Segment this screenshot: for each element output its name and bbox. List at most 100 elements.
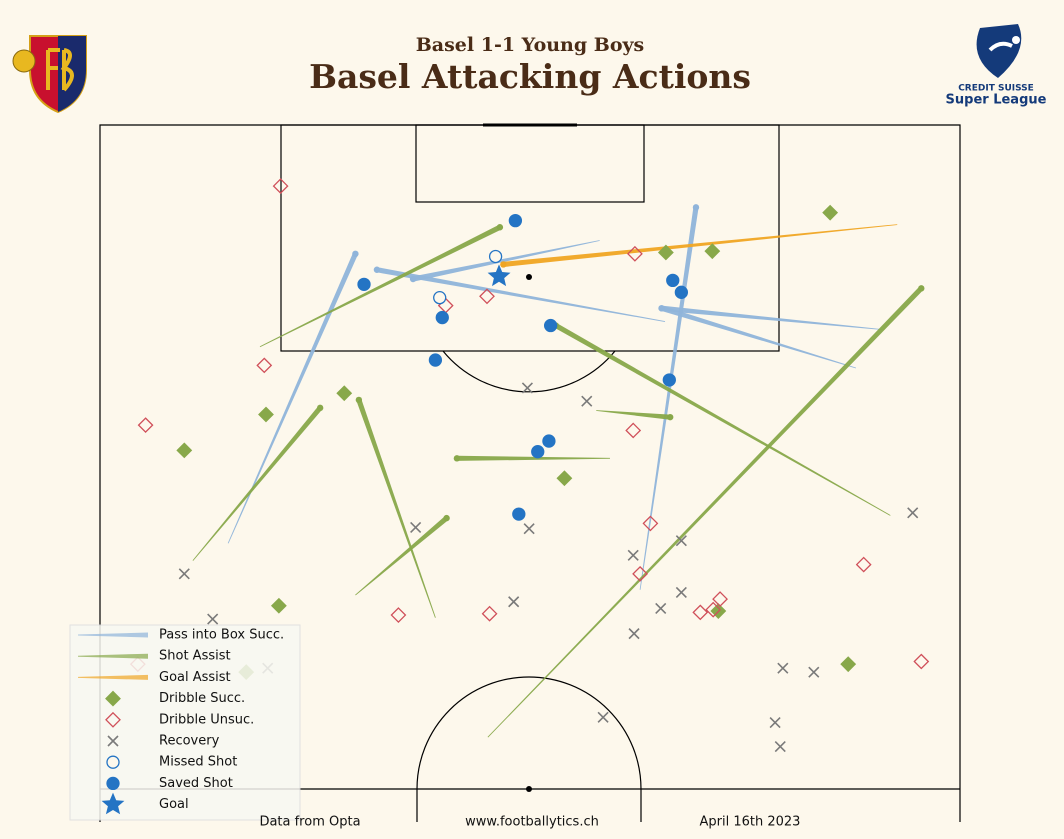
- marker-diamond-open: [712, 591, 728, 608]
- legend-label: Goal: [159, 797, 189, 812]
- action-line-end: [692, 204, 700, 211]
- marker-circle: [428, 353, 443, 367]
- marker-circle: [508, 213, 523, 228]
- legend-swatch: [78, 653, 148, 659]
- marker-x: [581, 395, 593, 407]
- legend-label: Goal Assist: [159, 670, 231, 685]
- action-line: [355, 516, 449, 596]
- league-logo: CREDIT SUISSE Super League: [946, 24, 1047, 108]
- marker-circle: [666, 273, 680, 288]
- marker-diamond-open: [705, 601, 722, 618]
- action-line-end: [918, 285, 925, 292]
- marker-diamond-open: [256, 357, 273, 374]
- marker-diamond-open: [625, 422, 642, 439]
- marker-diamond-open: [632, 565, 648, 582]
- marker-x: [521, 382, 533, 394]
- action-line-end: [443, 514, 450, 522]
- marker-star: [487, 264, 511, 287]
- action-line: [487, 286, 924, 738]
- marker-circle-open: [106, 755, 120, 769]
- action-line-end: [373, 266, 381, 273]
- action-line-end: [496, 224, 504, 231]
- marker-x: [675, 535, 687, 547]
- marker-diamond-open: [855, 556, 872, 573]
- marker-diamond: [258, 406, 274, 423]
- marker-x: [207, 613, 219, 625]
- marker-diamond: [105, 690, 121, 707]
- marker-x: [628, 628, 640, 640]
- marker-diamond-open: [105, 711, 121, 728]
- action-line: [227, 252, 358, 544]
- legend-label: Dribble Succ.: [159, 691, 245, 706]
- legend-label: Missed Shot: [159, 755, 237, 770]
- legend-label: Dribble Unsuc.: [159, 712, 254, 727]
- marker-diamond-open: [692, 604, 709, 621]
- marker-x: [597, 711, 609, 723]
- action-line-end: [316, 404, 324, 412]
- action-line: [456, 455, 610, 461]
- marker-diamond: [822, 204, 839, 221]
- action-line-end: [666, 413, 674, 421]
- marker-circle: [357, 277, 371, 292]
- marker-diamond-open: [390, 607, 407, 623]
- action-line: [503, 224, 898, 268]
- legend-label: Pass into Box Succ.: [159, 628, 284, 643]
- action-line: [192, 406, 323, 561]
- action-line: [554, 323, 891, 516]
- marker-diamond: [840, 656, 857, 673]
- marker-x: [769, 717, 781, 729]
- footer-text: Data from Opta: [259, 815, 360, 830]
- marker-x: [774, 740, 786, 753]
- action-line: [660, 305, 857, 369]
- marker-circle-open: [433, 290, 447, 305]
- marker-diamond: [270, 597, 287, 614]
- marker-x: [907, 507, 919, 519]
- marker-diamond-open: [627, 245, 643, 262]
- marker-diamond-open: [479, 288, 495, 305]
- marker-diamond: [336, 385, 353, 402]
- marker-circle: [662, 373, 676, 387]
- marker-x: [107, 735, 119, 747]
- marker-circle: [106, 776, 120, 791]
- marker-circle: [531, 445, 545, 459]
- marker-diamond: [556, 470, 573, 487]
- action-line: [661, 305, 882, 330]
- marker-circle: [435, 310, 449, 325]
- action-line-end: [352, 250, 359, 258]
- marker-circle: [542, 434, 556, 448]
- marker-x: [178, 568, 190, 580]
- league-logo-line: Super League: [946, 93, 1047, 108]
- marker-x: [508, 596, 520, 608]
- league-logo-line: CREDIT SUISSE: [958, 84, 1034, 94]
- action-line-end: [500, 261, 507, 268]
- marker-circle: [543, 318, 558, 333]
- footer-text: www.footballytics.ch: [465, 815, 599, 830]
- action-line: [259, 224, 502, 348]
- legend-swatch: [78, 632, 148, 638]
- footer-text: April 16th 2023: [700, 815, 801, 830]
- action-line: [376, 267, 666, 322]
- marker-x: [655, 602, 667, 614]
- marker-x: [777, 662, 789, 674]
- marker-diamond: [704, 243, 721, 260]
- legend-label: Saved Shot: [159, 776, 233, 791]
- marker-diamond-open: [481, 605, 498, 622]
- marker-diamond-open: [137, 417, 154, 434]
- marker-circle: [674, 285, 689, 299]
- action-line: [356, 399, 436, 618]
- marker-x: [523, 523, 535, 535]
- marker-diamond: [657, 244, 674, 261]
- marker-diamond-open: [642, 515, 659, 532]
- marker-star: [101, 792, 125, 815]
- legend-label: Shot Assist: [159, 649, 231, 664]
- team-logo: [12, 35, 87, 114]
- legend-label: Recovery: [159, 734, 220, 749]
- marker-diamond: [176, 442, 193, 459]
- marker-x: [675, 586, 687, 599]
- action-line: [412, 240, 600, 282]
- action-line-end: [355, 396, 363, 404]
- marker-diamond-open: [913, 653, 930, 670]
- marker-x: [808, 666, 820, 678]
- marker-diamond-open: [272, 178, 289, 195]
